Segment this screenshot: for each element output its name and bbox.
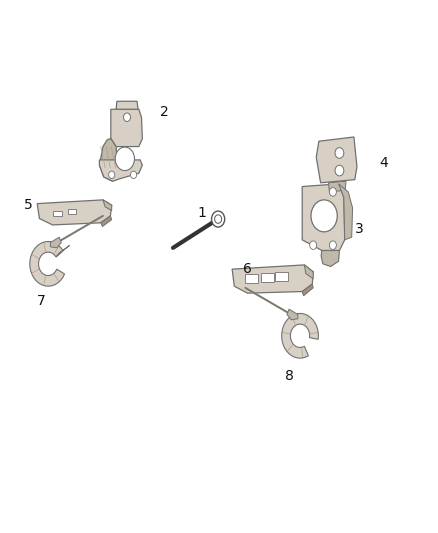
Polygon shape — [304, 265, 313, 279]
Polygon shape — [232, 265, 313, 293]
Polygon shape — [99, 160, 142, 181]
Polygon shape — [275, 272, 288, 281]
Polygon shape — [302, 184, 345, 251]
Polygon shape — [103, 200, 112, 211]
Polygon shape — [101, 216, 112, 227]
Polygon shape — [245, 274, 258, 283]
Polygon shape — [328, 181, 346, 192]
Polygon shape — [111, 109, 142, 147]
Text: 7: 7 — [37, 294, 46, 308]
Polygon shape — [287, 309, 298, 320]
Polygon shape — [50, 237, 61, 248]
Circle shape — [212, 211, 225, 227]
Text: 4: 4 — [379, 156, 388, 169]
Circle shape — [124, 113, 131, 122]
Polygon shape — [53, 211, 62, 216]
Polygon shape — [339, 184, 353, 240]
Text: 3: 3 — [355, 222, 364, 236]
Text: 5: 5 — [24, 198, 33, 212]
Circle shape — [329, 241, 336, 249]
Circle shape — [131, 171, 137, 179]
Circle shape — [215, 215, 222, 223]
Polygon shape — [30, 241, 64, 286]
Circle shape — [311, 200, 337, 232]
Text: 2: 2 — [160, 105, 169, 119]
Circle shape — [310, 241, 317, 249]
Circle shape — [329, 188, 336, 196]
Text: 6: 6 — [243, 262, 252, 276]
Circle shape — [335, 165, 344, 176]
Circle shape — [109, 171, 115, 179]
Text: 1: 1 — [197, 206, 206, 220]
Polygon shape — [316, 137, 357, 183]
Circle shape — [115, 147, 134, 171]
Polygon shape — [37, 200, 112, 225]
Polygon shape — [282, 313, 318, 358]
Circle shape — [335, 148, 344, 158]
Polygon shape — [99, 139, 118, 181]
Text: 8: 8 — [285, 369, 293, 383]
Polygon shape — [56, 245, 70, 257]
Polygon shape — [68, 209, 76, 214]
Polygon shape — [302, 284, 313, 296]
Polygon shape — [116, 101, 138, 109]
Polygon shape — [321, 251, 339, 266]
Polygon shape — [261, 273, 274, 282]
